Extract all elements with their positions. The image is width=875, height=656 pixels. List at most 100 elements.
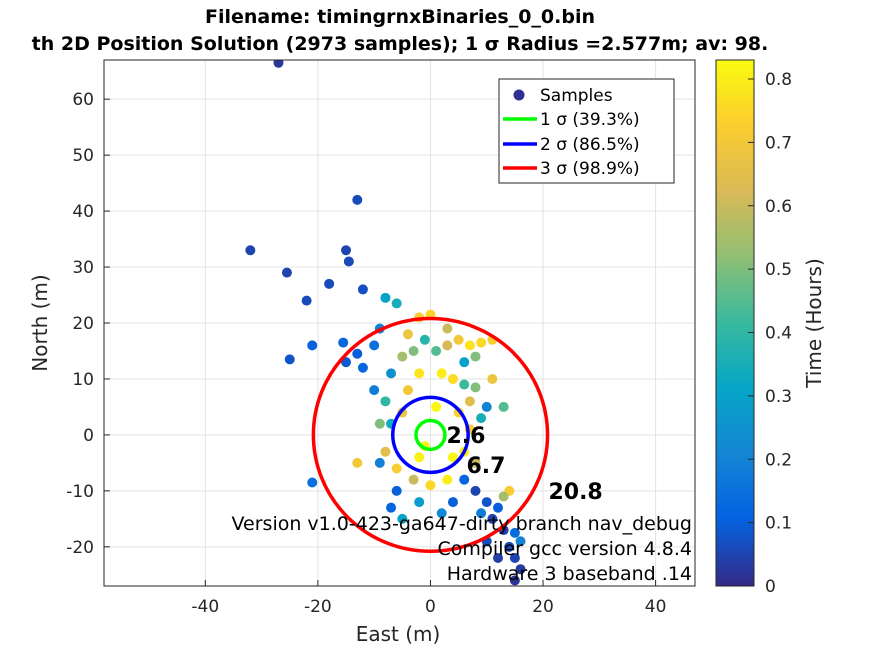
sample-point — [414, 368, 425, 379]
sample-point — [397, 513, 408, 524]
sigma-radius-label: 2.6 — [446, 424, 485, 449]
sample-point — [459, 474, 470, 485]
sample-point — [487, 513, 498, 524]
sample-point — [380, 396, 391, 407]
x-tick-label: -40 — [191, 597, 219, 617]
sample-point — [481, 401, 492, 412]
version-text: Version v1.0-423-ga647-dirty branch nav_… — [232, 513, 692, 535]
x-ticks: -40 -20 0 20 40 — [191, 580, 666, 617]
colorbar-label: Time (Hours) — [802, 258, 826, 389]
sample-point — [470, 457, 481, 468]
sample-point — [402, 329, 413, 340]
sample-point — [357, 284, 368, 295]
sample-point — [487, 373, 498, 384]
sample-point — [481, 497, 492, 508]
sigma-circle — [414, 418, 447, 452]
sample-point — [374, 418, 385, 429]
sample-point — [281, 267, 292, 278]
chart-title: Filename: timingrnxBinaries_0_0.bin — [205, 6, 595, 28]
sample-point — [498, 491, 509, 502]
sample-point — [509, 575, 520, 586]
legend-2sigma-label: 2 σ (86.5%) — [540, 135, 640, 155]
y-tick-label: 50 — [72, 146, 94, 166]
y-tick-label: 30 — [72, 258, 94, 278]
sample-point — [391, 485, 402, 496]
sample-point — [498, 401, 509, 412]
sample-point — [447, 452, 458, 463]
sample-point — [436, 508, 447, 519]
sample-point — [515, 564, 526, 575]
sample-point — [493, 502, 503, 513]
colorbar-tick-label: 0.5 — [765, 260, 792, 280]
sigma-radius-label: 6.7 — [466, 454, 505, 479]
sample-point — [414, 497, 425, 508]
chart-subtitle: th 2D Position Solution (2973 samples); … — [32, 33, 769, 55]
y-tick-label: -10 — [66, 482, 94, 502]
x-tick-label: 20 — [532, 597, 554, 617]
sample-point — [307, 477, 318, 488]
y-tick-label: 10 — [72, 370, 94, 390]
sigma-circle — [390, 395, 470, 475]
sample-point — [419, 334, 430, 345]
sample-point — [284, 354, 295, 365]
y-tick-label: 40 — [72, 202, 94, 222]
y-tick-label: -20 — [66, 538, 94, 558]
sigma-circles — [311, 316, 550, 554]
sample-point — [442, 474, 453, 485]
sample-point — [273, 60, 284, 68]
sample-point — [459, 357, 470, 368]
legend-samples-label: Samples — [540, 86, 613, 106]
sample-point — [245, 245, 256, 256]
sample-point — [436, 368, 447, 379]
sample-point — [374, 457, 385, 468]
sample-point — [509, 527, 520, 538]
x-tick-label: 40 — [645, 597, 667, 617]
y-tick-label: 0 — [83, 426, 94, 446]
sample-point — [380, 446, 391, 457]
colorbar-tick-label: 0.3 — [765, 387, 792, 407]
sample-point — [352, 457, 363, 468]
sample-point — [352, 348, 363, 359]
colorbar-tick-label: 0.7 — [765, 133, 792, 153]
sample-point — [386, 502, 397, 513]
sample-point — [352, 194, 363, 205]
sample-point — [408, 474, 419, 485]
sample-point — [301, 295, 312, 306]
colorbar-ticks: 0 0.1 0.2 0.3 0.4 0.5 0.6 0.7 0.8 — [748, 70, 792, 597]
sample-point — [442, 323, 453, 334]
sample-point — [341, 357, 352, 368]
sigma-circle — [311, 316, 550, 554]
colorbar — [715, 59, 755, 587]
colorbar-tick-label: 0.6 — [765, 197, 792, 217]
y-tick-label: 20 — [72, 314, 94, 334]
sample-point — [453, 334, 464, 345]
sample-point — [341, 245, 352, 256]
sample-point — [493, 553, 503, 564]
legend-samples-marker — [513, 89, 525, 101]
sample-point — [380, 292, 391, 303]
sample-point — [338, 337, 349, 348]
colorbar-tick-label: 0.1 — [765, 514, 792, 534]
sample-point — [386, 368, 397, 379]
sample-point — [402, 385, 413, 396]
legend-1sigma-label: 1 σ (39.3%) — [540, 110, 640, 130]
y-ticks: -20 -10 0 10 20 30 40 50 60 — [66, 90, 110, 558]
sample-point — [515, 536, 526, 547]
colorbar-tick-label: 0 — [765, 577, 776, 597]
y-axis-label: North (m) — [28, 274, 52, 371]
colorbar-tick-label: 0.8 — [765, 70, 792, 90]
sample-point — [397, 351, 408, 362]
colorbar-tick-label: 0.2 — [765, 450, 792, 470]
sigma-labels: 2.6 6.7 20.8 — [446, 424, 602, 505]
sample-point — [357, 362, 368, 373]
sample-point — [391, 298, 402, 309]
sample-point — [504, 541, 515, 552]
sample-point — [476, 413, 487, 424]
sample-point — [459, 379, 470, 390]
compiler-text: Compiler gcc version 4.8.4 — [437, 538, 692, 560]
sample-point — [464, 396, 475, 407]
sample-point — [414, 452, 425, 463]
sample-point — [476, 508, 487, 519]
y-tick-label: 60 — [72, 90, 94, 110]
